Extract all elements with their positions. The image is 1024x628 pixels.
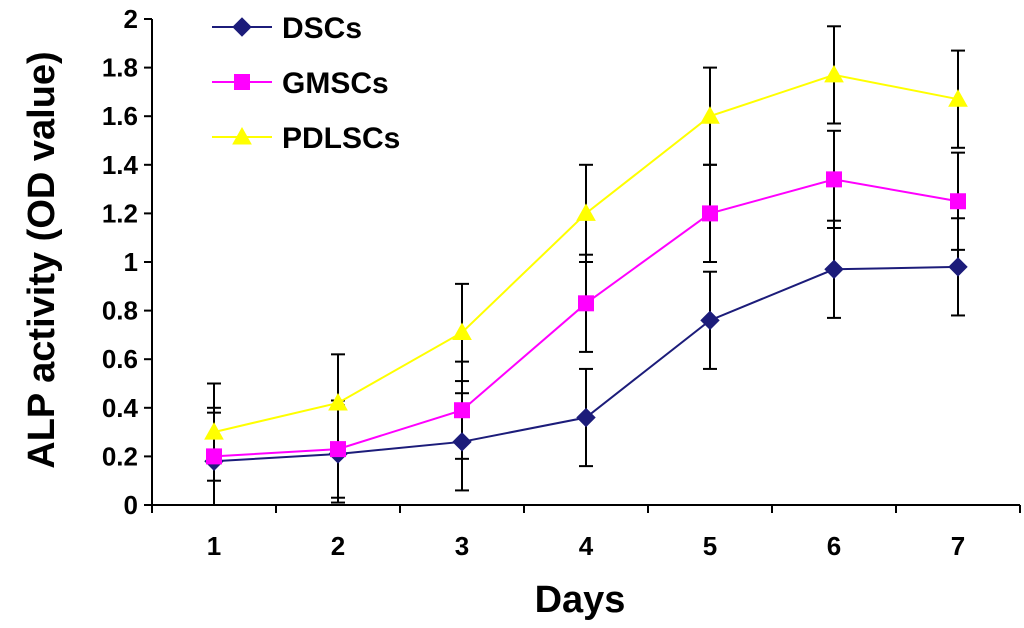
legend-label: GMSCs — [282, 67, 389, 100]
data-point — [578, 295, 594, 312]
y-tick-label: 1.4 — [102, 150, 139, 180]
data-point — [950, 193, 966, 210]
legend-label: DSCs — [282, 12, 362, 45]
data-point — [454, 402, 470, 419]
y-tick-label: 0 — [124, 490, 138, 520]
data-point — [576, 407, 596, 428]
legend-marker — [232, 126, 252, 145]
y-tick-label: 0.4 — [102, 393, 139, 423]
data-point — [948, 257, 968, 277]
x-tick-label: 3 — [455, 531, 469, 561]
y-tick-label: 0.8 — [102, 296, 138, 326]
y-tick-label: 0.2 — [102, 441, 138, 471]
legend-marker — [232, 17, 252, 37]
data-point — [206, 448, 222, 465]
legend-item-gmscs: GMSCs — [212, 67, 389, 100]
legend: DSCs GMSCs PDLSCs — [212, 12, 400, 155]
data-point — [700, 310, 720, 331]
data-point — [700, 106, 720, 124]
y-tick-label: 1 — [124, 247, 138, 277]
x-tick-label: 1 — [207, 531, 221, 561]
y-tick-label: 1.2 — [102, 198, 138, 228]
data-point — [204, 422, 224, 440]
data-point — [948, 89, 968, 107]
y-tick-label: 1.6 — [102, 101, 138, 131]
series-pdlscs — [204, 64, 968, 440]
x-tick-label: 7 — [951, 531, 965, 561]
data-point — [452, 322, 472, 340]
x-tick-label: 5 — [703, 531, 717, 561]
x-tick-label: 2 — [331, 531, 345, 561]
tick-labels: 0 0.2 0.4 0.6 0.8 1 1.2 1.4 1.6 1.8 2 1 2 3 4 5 6 7 — [102, 4, 965, 561]
data-point — [576, 203, 596, 221]
plot-area — [204, 25, 968, 506]
y-tick-label: 2 — [124, 4, 138, 34]
y-tick-label: 1.8 — [102, 53, 138, 83]
y-tick-label: 0.6 — [102, 344, 138, 374]
x-tick-label: 6 — [827, 531, 841, 561]
series-gmscs — [206, 171, 966, 465]
data-point — [452, 432, 472, 452]
legend-item-pdlscs: PDLSCs — [212, 122, 400, 155]
data-point — [824, 64, 844, 83]
x-axis-title: Days — [535, 579, 626, 621]
data-point — [702, 205, 718, 222]
y-axis-title: ALP activity (OD value) — [21, 51, 63, 468]
legend-marker — [234, 74, 250, 90]
data-point — [826, 171, 842, 188]
axes — [144, 18, 1021, 513]
data-point — [330, 441, 346, 458]
data-point — [328, 392, 348, 411]
legend-label: PDLSCs — [282, 122, 400, 155]
x-tick-label: 4 — [579, 531, 594, 561]
data-point — [824, 259, 844, 279]
legend-item-dscs: DSCs — [212, 12, 362, 45]
